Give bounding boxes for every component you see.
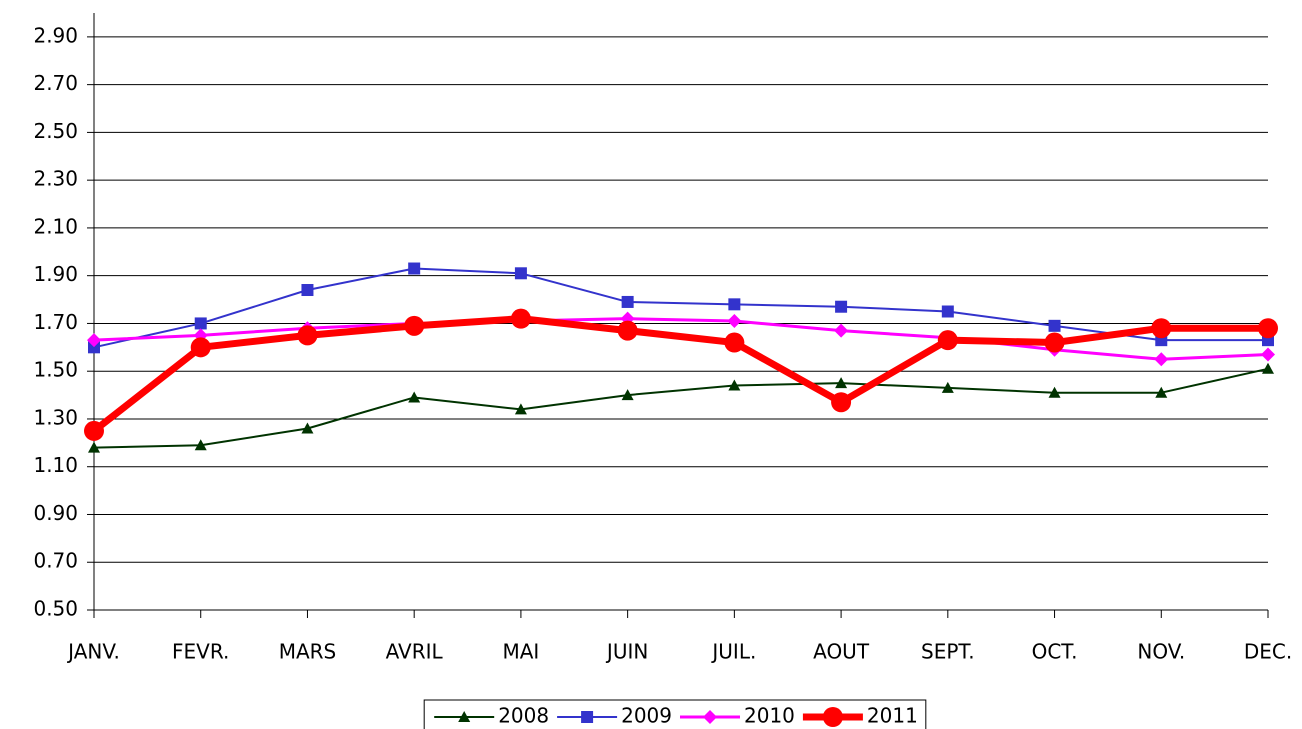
legend: 2008 2009 2010 2011 [423, 699, 927, 729]
marker [408, 391, 421, 403]
marker [937, 330, 958, 351]
marker [1048, 319, 1061, 332]
y-tick-label: 0.70 [33, 549, 78, 573]
marker [1151, 318, 1172, 339]
series-line [91, 315, 1268, 434]
marker [458, 711, 471, 722]
y-tick-label: 1.70 [33, 310, 78, 334]
legend-label: 2010 [744, 704, 795, 728]
x-tick-label: JUIL. [710, 640, 756, 664]
marker [617, 320, 638, 341]
marker [87, 333, 101, 348]
marker [727, 314, 742, 329]
x-tick-label: JUIN [605, 640, 648, 664]
y-tick-label: 2.90 [33, 23, 78, 47]
marker [941, 305, 954, 318]
marker [510, 308, 531, 329]
x-tick-label: NOV. [1137, 640, 1185, 664]
marker [1258, 318, 1278, 339]
x-tick-label: SEPT. [921, 640, 975, 664]
y-tick-label: 2.30 [33, 167, 78, 191]
marker [408, 262, 421, 275]
marker [822, 707, 843, 727]
y-tick-label: 1.10 [33, 453, 78, 477]
x-tick-label: MAI [502, 640, 539, 664]
marker [88, 441, 100, 453]
series-line [93, 317, 1269, 361]
y-tick-label: 0.50 [33, 597, 78, 621]
marker [194, 439, 207, 451]
marker [1262, 362, 1274, 374]
legend-label: 2008 [498, 704, 549, 728]
marker [1048, 386, 1061, 398]
x-tick-label: FEVR. [172, 640, 229, 664]
marker [514, 267, 527, 280]
marker [88, 341, 100, 354]
marker [834, 323, 849, 338]
marker [1154, 352, 1169, 367]
marker [728, 298, 741, 311]
series-line [93, 267, 1268, 349]
marker [724, 332, 745, 353]
marker [84, 420, 104, 441]
marker [703, 710, 717, 724]
marker [301, 284, 314, 297]
marker [1261, 347, 1275, 362]
marker [831, 392, 852, 413]
x-tick-label: AVRIL [386, 640, 444, 664]
marker [514, 403, 527, 415]
x-tick-label: DEC. [1244, 640, 1292, 664]
legend-label: 2011 [867, 704, 918, 728]
marker [194, 317, 207, 330]
x-tick-label: OCT. [1032, 640, 1078, 664]
x-tick-label: MARS [279, 640, 337, 664]
marker [190, 337, 211, 358]
marker [835, 377, 848, 389]
marker [621, 389, 634, 401]
marker [1044, 332, 1065, 353]
marker [297, 325, 318, 346]
y-tick-label: 0.90 [33, 501, 78, 525]
legend-label: 2009 [621, 704, 672, 728]
x-tick-label: AOUT [813, 640, 870, 664]
marker [581, 711, 594, 723]
y-tick-label: 2.50 [33, 119, 78, 143]
marker [404, 315, 425, 336]
y-tick-label: 1.90 [33, 262, 78, 286]
y-tick-label: 1.50 [33, 358, 78, 382]
y-tick-label: 2.70 [33, 71, 78, 95]
marker [941, 381, 954, 393]
x-tick-label: JANV. [66, 640, 120, 664]
series-line [93, 367, 1269, 449]
y-tick-label: 1.30 [33, 405, 78, 429]
marker [728, 379, 741, 391]
marker [1155, 386, 1168, 398]
y-tick-label: 2.10 [33, 214, 78, 238]
marker [621, 295, 634, 308]
marker [301, 422, 314, 434]
marker [835, 300, 848, 313]
